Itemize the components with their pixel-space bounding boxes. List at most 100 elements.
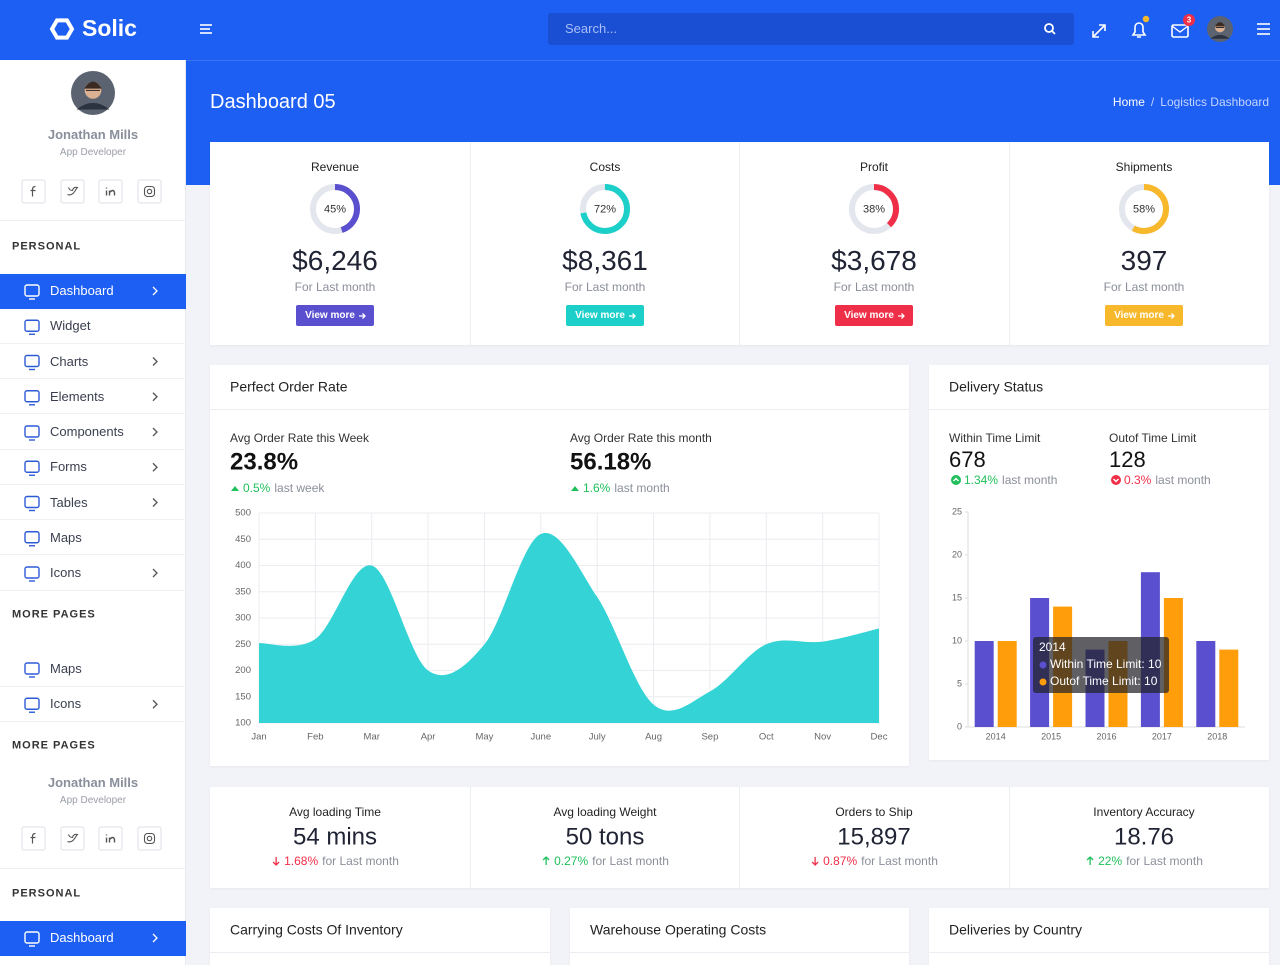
menu-item[interactable] xyxy=(0,485,186,520)
sidebar-heading: PERSONAL xyxy=(12,240,82,253)
stat-value: 678 xyxy=(949,446,986,472)
menu-label: Elements xyxy=(50,388,105,404)
stat-label: Outof Time Limit xyxy=(1109,430,1197,445)
trend-triangle xyxy=(571,486,579,491)
menu-label: Tables xyxy=(50,494,88,510)
stat-label: Within Time Limit xyxy=(949,430,1041,445)
metric-value: 18.76 xyxy=(1113,823,1175,851)
kpi-title: Profit xyxy=(859,159,889,174)
profile-role: App Developer xyxy=(59,147,127,158)
search-box[interactable] xyxy=(548,13,1074,45)
kpi-value: $6,246 xyxy=(292,245,378,277)
menu-item[interactable] xyxy=(0,652,186,687)
trend-caption: for Last month xyxy=(322,854,399,868)
menu-label: Dashboard xyxy=(50,930,114,946)
kpi-divider xyxy=(1009,142,1010,345)
trend-caption: for Last month xyxy=(1126,854,1203,868)
metric-title: Orders to Ship xyxy=(835,804,913,819)
page-title: Dashboard 05 xyxy=(210,91,336,113)
menu-item[interactable] xyxy=(0,450,186,485)
view-more-label[interactable]: View more xyxy=(1114,310,1164,321)
panel-header-divider xyxy=(210,952,550,953)
view-more-button[interactable] xyxy=(566,305,644,326)
sidebar xyxy=(0,60,186,965)
trend-change: 1.68% xyxy=(284,854,319,868)
menu-item[interactable] xyxy=(0,309,186,344)
kpi-value: $3,678 xyxy=(831,245,917,277)
sidebar-heading: MORE PAGES xyxy=(12,739,96,752)
menu-item[interactable] xyxy=(0,520,186,556)
metric-value: 15,897 xyxy=(837,823,911,851)
card xyxy=(929,365,1269,760)
view-more-button[interactable] xyxy=(835,305,913,326)
card-title: Delivery Status xyxy=(949,378,1044,395)
sidebar-divider xyxy=(0,868,186,869)
panel-title: Deliveries by Country xyxy=(949,921,1083,938)
trend-icon xyxy=(571,486,579,491)
kpi-caption: For Last month xyxy=(833,279,915,294)
trend-caption: last week xyxy=(274,481,325,495)
kpi-title: Shipments xyxy=(1115,159,1173,174)
breadcrumb-separator: / xyxy=(1150,95,1155,109)
menu-label: Widget xyxy=(50,318,91,334)
stat-label: Avg Order Rate this Week xyxy=(230,430,369,445)
sidebar-heading: MORE PAGES xyxy=(12,608,96,621)
trend-arrow xyxy=(1086,856,1094,865)
menu-item[interactable] xyxy=(0,556,186,591)
trend-caption: for Last month xyxy=(592,854,669,868)
trend-icon xyxy=(811,857,819,866)
trend-change: 0.87% xyxy=(823,854,858,868)
menu-item[interactable] xyxy=(0,344,186,379)
metric-trend: 1.68% for Last month xyxy=(271,854,399,868)
menu-item[interactable] xyxy=(0,379,186,415)
stat-trend: 0.5% last week xyxy=(230,481,324,495)
sidebar-divider xyxy=(0,220,186,221)
metrics-divider xyxy=(739,787,740,888)
panel-card xyxy=(210,908,550,965)
kpi-value: 397 xyxy=(1120,245,1168,277)
kpi-title: Costs xyxy=(589,159,621,174)
panel-title: Carrying Costs Of Inventory xyxy=(230,921,403,938)
card-header-divider xyxy=(210,409,909,410)
metrics-divider xyxy=(470,787,471,888)
profile-role: App Developer xyxy=(59,795,127,806)
panel-card xyxy=(929,908,1269,965)
trend-circle xyxy=(1111,475,1121,485)
view-more-label[interactable]: View more xyxy=(575,310,625,321)
stat-trend: 1.34% last month xyxy=(951,473,1057,487)
trend-circle xyxy=(951,475,961,485)
trend-arrow xyxy=(542,856,550,865)
stat-value: 56.18% xyxy=(570,448,652,476)
card xyxy=(210,365,909,766)
menu-label: Dashboard xyxy=(50,283,114,299)
trend-change: 0.27% xyxy=(554,854,589,868)
view-more-label[interactable]: View more xyxy=(305,310,355,321)
menu-label: Forms xyxy=(50,459,87,475)
trend-icon xyxy=(951,475,961,485)
sidebar-heading: PERSONAL xyxy=(12,887,82,900)
trend-change: 0.3% xyxy=(1124,473,1152,487)
profile-name: Jonathan Mills xyxy=(47,775,139,791)
breadcrumb-link[interactable]: Home xyxy=(1112,95,1145,109)
view-more-button[interactable] xyxy=(296,305,374,326)
trend-icon xyxy=(542,856,550,865)
menu-item[interactable] xyxy=(0,415,186,450)
view-more-label[interactable]: View more xyxy=(844,310,894,321)
trend-icon xyxy=(1111,475,1121,485)
breadcrumb: Home / Logistics Dashboard xyxy=(1113,95,1269,109)
metric-value: 54 mins xyxy=(292,823,378,851)
metric-trend: 0.87% for Last month xyxy=(810,854,938,868)
trend-icon xyxy=(272,857,280,866)
metrics-divider xyxy=(1009,787,1010,888)
view-more-button[interactable] xyxy=(1105,305,1183,326)
stat-trend: 1.6% last month xyxy=(570,481,670,495)
metric-value: 50 tons xyxy=(565,823,645,851)
trend-arrow xyxy=(272,857,280,866)
kpi-caption: For Last month xyxy=(1103,279,1185,294)
menu-label: Maps xyxy=(50,661,82,677)
trend-icon xyxy=(1086,856,1094,865)
menu-item[interactable] xyxy=(0,687,186,722)
menu-label: Components xyxy=(50,424,124,440)
card-header-divider xyxy=(929,409,1269,410)
menu-label: Charts xyxy=(50,353,89,369)
